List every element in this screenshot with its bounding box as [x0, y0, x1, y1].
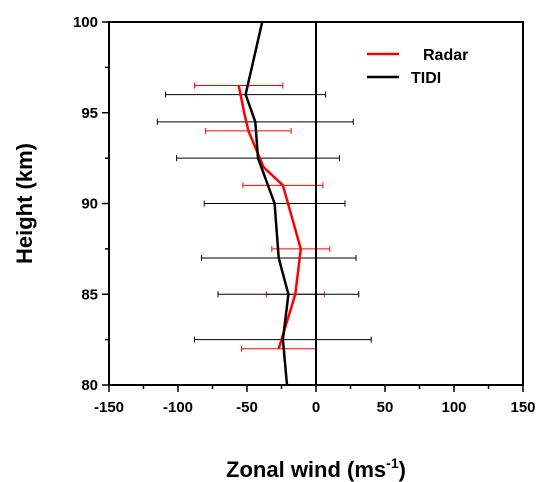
x-tick-label: 0: [312, 399, 320, 416]
series-lines: [237, 21, 303, 386]
series-line-radar: [237, 85, 303, 350]
x-axis-title-suffix: ): [399, 457, 406, 482]
legend-label-radar: Radar: [423, 47, 468, 64]
x-tick-label: 100: [441, 399, 466, 416]
legend-label-tidi: TIDI: [411, 70, 441, 87]
axes: [108, 21, 524, 386]
x-tick-label: 50: [377, 399, 394, 416]
y-tick-label: 85: [81, 286, 98, 303]
x-tick-label: 150: [510, 399, 535, 416]
x-axis-title-superscript: -1: [386, 455, 399, 471]
x-axis-title-main: Zonal wind (ms: [226, 457, 386, 482]
x-axis-title: Zonal wind (ms-1): [226, 455, 406, 482]
error-bars: [156, 82, 372, 352]
y-tick-label: 90: [81, 196, 98, 213]
y-tick-label: 80: [81, 377, 98, 394]
x-tick-label: -150: [94, 399, 124, 416]
x-tick-label: -50: [236, 399, 258, 416]
legend: Radar TIDI: [367, 47, 468, 87]
ticks: -150 -100 -50 0 50 100 150 80 85 90 95 100: [73, 14, 536, 416]
y-tick-label: 100: [73, 14, 98, 31]
series-line-tidi: [244, 21, 290, 386]
y-tick-label: 95: [81, 105, 98, 122]
x-tick-label: -100: [163, 399, 193, 416]
y-axis-title: Height (km): [12, 143, 37, 264]
